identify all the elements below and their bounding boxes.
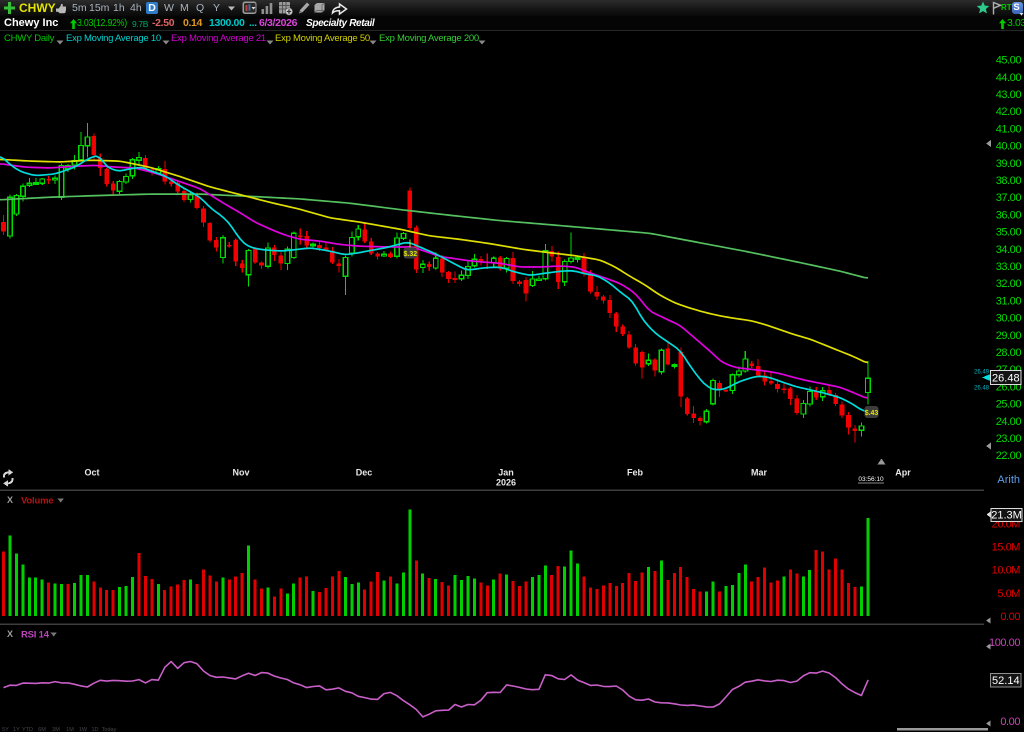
- svg-text:Oct: Oct: [84, 468, 99, 478]
- svg-text:26.48: 26.48: [974, 385, 990, 391]
- svg-text:24.00: 24.00: [996, 416, 1022, 428]
- svg-text:1Y: 1Y: [13, 727, 20, 732]
- svg-text:100.00: 100.00: [989, 637, 1020, 649]
- svg-text:40.00: 40.00: [996, 141, 1022, 153]
- svg-text:31.00: 31.00: [996, 295, 1022, 307]
- svg-text:Jan: Jan: [498, 468, 514, 478]
- svg-text:$.32: $.32: [403, 251, 417, 258]
- svg-text:44.00: 44.00: [996, 72, 1022, 84]
- svg-text:Apr: Apr: [895, 468, 911, 478]
- svg-text:33.00: 33.00: [996, 261, 1022, 273]
- svg-text:03:56:10: 03:56:10: [858, 476, 884, 483]
- svg-text:Dec: Dec: [356, 468, 373, 478]
- svg-text:23.00: 23.00: [996, 433, 1022, 445]
- svg-text:32.00: 32.00: [996, 278, 1022, 290]
- svg-text:$.43: $.43: [865, 410, 879, 417]
- svg-text:10.0M: 10.0M: [992, 565, 1021, 577]
- svg-text:42.00: 42.00: [996, 106, 1022, 118]
- svg-text:26.49: 26.49: [974, 369, 990, 375]
- svg-text:15.0M: 15.0M: [992, 542, 1021, 554]
- svg-text:Feb: Feb: [627, 468, 644, 478]
- svg-text:45.00: 45.00: [996, 55, 1022, 67]
- svg-text:6M: 6M: [38, 727, 46, 732]
- svg-text:1D: 1D: [91, 727, 98, 732]
- svg-text:41.00: 41.00: [996, 123, 1022, 135]
- svg-text:3M: 3M: [52, 727, 60, 732]
- svg-text:Today: Today: [102, 727, 117, 732]
- svg-text:Arith: Arith: [997, 474, 1020, 486]
- svg-text:5Y: 5Y: [2, 727, 9, 732]
- svg-text:52.14: 52.14: [992, 675, 1020, 687]
- svg-text:30.00: 30.00: [996, 313, 1022, 325]
- svg-text:34.00: 34.00: [996, 244, 1022, 256]
- svg-text:1W: 1W: [79, 727, 88, 732]
- svg-text:X: X: [7, 629, 13, 639]
- svg-text:26.48: 26.48: [992, 373, 1020, 385]
- svg-text:X: X: [7, 495, 13, 505]
- svg-text:38.00: 38.00: [996, 175, 1022, 187]
- svg-text:37.00: 37.00: [996, 192, 1022, 204]
- svg-text:5.0M: 5.0M: [997, 588, 1020, 600]
- svg-text:22.00: 22.00: [996, 450, 1022, 462]
- svg-text:0.00: 0.00: [1000, 611, 1020, 623]
- svg-text:Mar: Mar: [751, 468, 768, 478]
- svg-text:29.00: 29.00: [996, 330, 1022, 342]
- svg-text:25.00: 25.00: [996, 399, 1022, 411]
- svg-text:43.00: 43.00: [996, 89, 1022, 101]
- svg-text:YTD: YTD: [22, 727, 33, 732]
- svg-text:1M: 1M: [66, 727, 74, 732]
- svg-text:0.00: 0.00: [1000, 716, 1020, 728]
- svg-text:2026: 2026: [496, 478, 516, 488]
- svg-text:36.00: 36.00: [996, 209, 1022, 221]
- svg-text:28.00: 28.00: [996, 347, 1022, 359]
- svg-text:RSI 14: RSI 14: [21, 630, 50, 641]
- svg-text:Volume: Volume: [21, 496, 53, 507]
- svg-text:21.3M: 21.3M: [991, 510, 1022, 522]
- svg-text:39.00: 39.00: [996, 158, 1022, 170]
- svg-text:Nov: Nov: [232, 468, 249, 478]
- svg-text:35.00: 35.00: [996, 227, 1022, 239]
